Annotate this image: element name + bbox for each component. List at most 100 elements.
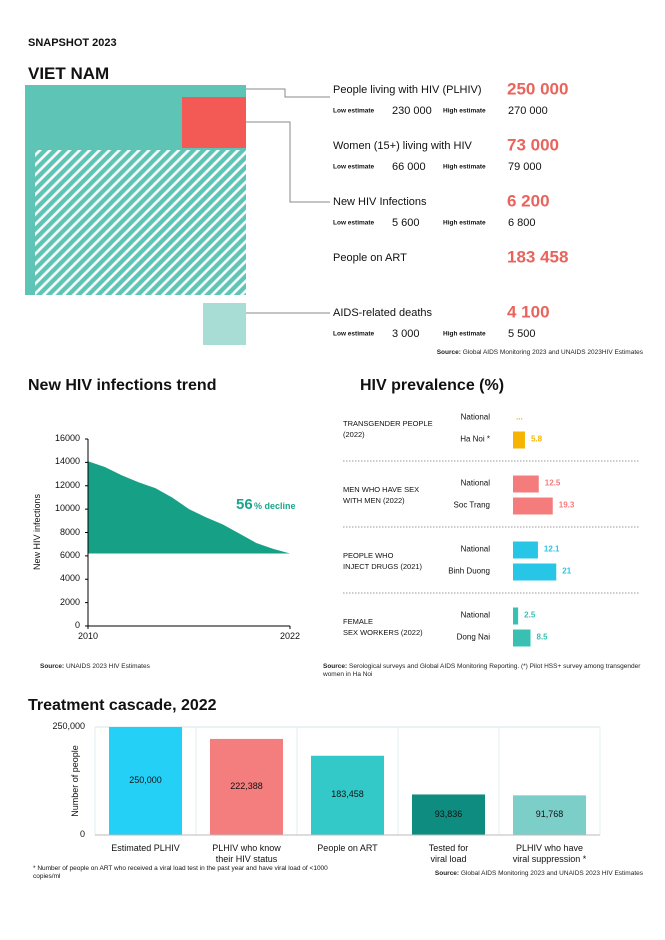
y-tick-label: 8000 <box>59 526 80 537</box>
bar <box>513 497 553 515</box>
group-label: MEN WHO HAVE SEX WITH MEN (2022) <box>343 485 420 505</box>
infections-square <box>182 97 246 148</box>
indicator-value: 250 000 <box>507 79 569 99</box>
group-label: PEOPLE WHO INJECT DRUGS (2021) <box>343 551 423 571</box>
source-text: Global AIDS Monitoring 2023 and UNAIDS 2… <box>460 349 643 356</box>
source: Source: UNAIDS 2023 HIV Estimates <box>40 663 150 671</box>
connector <box>246 88 330 98</box>
bar-value-label: ... <box>516 412 523 422</box>
low-value: 5 600 <box>392 216 420 229</box>
bar-value-label: 2.5 <box>524 610 536 620</box>
bar <box>513 629 531 647</box>
bar-value-label: 222,388 <box>230 781 263 792</box>
source-label: Source: <box>436 349 461 356</box>
group-label: FEMALE SEX WORKERS (2022) <box>343 617 423 637</box>
bar-value-label: 5.8 <box>530 434 543 444</box>
low-label: Low estimate <box>333 163 375 171</box>
art-square <box>35 150 246 295</box>
y-axis-label: Number of people <box>70 745 81 817</box>
indicator-label: People on ART <box>333 251 407 264</box>
y-tick-label: 12000 <box>54 479 80 490</box>
y-tick-label: 4000 <box>59 573 80 584</box>
x-tick-label: People on ART <box>317 843 378 853</box>
indicator-value: 6 200 <box>507 191 550 211</box>
indicator-value: 4 100 <box>507 302 550 322</box>
connector <box>246 121 330 203</box>
annotation-text: % decline <box>254 501 296 512</box>
x-tick-label: Estimated PLHIV <box>111 843 180 853</box>
source-text: UNAIDS 2023 HIV Estimates <box>64 663 150 670</box>
high-label: High estimate <box>443 163 486 171</box>
source: Source: Global AIDS Monitoring 2023 and … <box>437 349 643 357</box>
chart-title: New HIV infections trend <box>28 377 217 395</box>
high-label: High estimate <box>443 330 486 338</box>
high-label: High estimate <box>443 107 486 115</box>
bar-category: National <box>460 610 490 620</box>
bar-value-label: 12.5 <box>544 478 561 488</box>
bar <box>513 607 519 625</box>
y-tick-label: 250,000 <box>52 721 85 732</box>
bar <box>210 738 283 835</box>
high-label: High estimate <box>443 219 486 227</box>
indicator-label: Women (15+) living with HIV <box>333 139 472 152</box>
bar-category: National <box>460 412 490 422</box>
low-label: Low estimate <box>333 219 375 227</box>
indicator-value: 183 458 <box>507 247 569 267</box>
group-label: TRANSGENDER PEOPLE (2022) <box>343 419 433 439</box>
source: Source: Serological surveys and Global A… <box>323 663 658 679</box>
y-tick-label: 6000 <box>59 549 80 560</box>
source: Source: Global AIDS Monitoring 2023 and … <box>435 870 643 878</box>
y-tick-label: 2000 <box>59 596 80 607</box>
source-label: Source: <box>40 663 65 670</box>
source-text: Serological surveys and Global AIDS Moni… <box>323 663 641 679</box>
bar-value-label: 8.5 <box>536 632 548 642</box>
low-label: Low estimate <box>333 107 375 115</box>
chart-title: Treatment cascade, 2022 <box>28 697 217 715</box>
y-axis-label: New HIV infections <box>32 493 43 571</box>
x-tick-label: PLHIV who know their HIV status <box>212 843 281 864</box>
source-text: Global AIDS Monitoring 2023 and UNAIDS 2… <box>459 870 643 877</box>
x-tick-label: 2022 <box>279 631 301 642</box>
deaths-square <box>203 303 246 345</box>
high-value: 5 500 <box>508 327 536 340</box>
low-value: 230 000 <box>392 104 432 117</box>
low-value: 3 000 <box>392 327 420 340</box>
y-tick-label: 10000 <box>54 503 80 514</box>
bar <box>513 563 557 581</box>
low-label: Low estimate <box>333 330 375 338</box>
bar-value-label: 21 <box>562 566 572 576</box>
bar <box>513 475 539 493</box>
x-tick-label: PLHIV who have viral suppression * <box>512 843 587 864</box>
kicker: SNAPSHOT 2023 <box>28 37 117 49</box>
bar-category: Dong Nai <box>456 632 490 642</box>
bar-value-label: 91,768 <box>535 809 564 820</box>
bar <box>513 541 538 559</box>
bar-category: Binh Duong <box>448 566 490 576</box>
high-value: 270 000 <box>508 104 548 117</box>
area <box>88 461 290 554</box>
bar-value-label: 250,000 <box>129 775 162 786</box>
bar <box>513 431 525 449</box>
y-tick-label: 14000 <box>54 456 80 467</box>
y-tick-label: 0 <box>74 620 80 631</box>
high-value: 6 800 <box>508 216 536 229</box>
bar-value-label: 183,458 <box>331 789 364 800</box>
bar-value-label: 93,836 <box>434 808 463 819</box>
country: VIET NAM <box>28 64 110 83</box>
low-value: 66 000 <box>392 160 426 173</box>
high-value: 79 000 <box>508 160 542 173</box>
x-tick-label: 2010 <box>77 631 99 642</box>
source-label: Source: <box>434 870 460 877</box>
bar <box>109 727 182 835</box>
indicator-label: People living with HIV (PLHIV) <box>333 83 482 96</box>
indicator-label: New HIV Infections <box>333 195 427 208</box>
indicator-label: AIDS-related deaths <box>333 306 433 319</box>
bar-category: National <box>460 544 490 554</box>
bar-value-label: 19.3 <box>558 500 575 510</box>
bar <box>311 755 384 835</box>
bar <box>513 795 586 835</box>
chart-title: HIV prevalence (%) <box>360 377 505 395</box>
indicator-value: 73 000 <box>507 135 559 155</box>
